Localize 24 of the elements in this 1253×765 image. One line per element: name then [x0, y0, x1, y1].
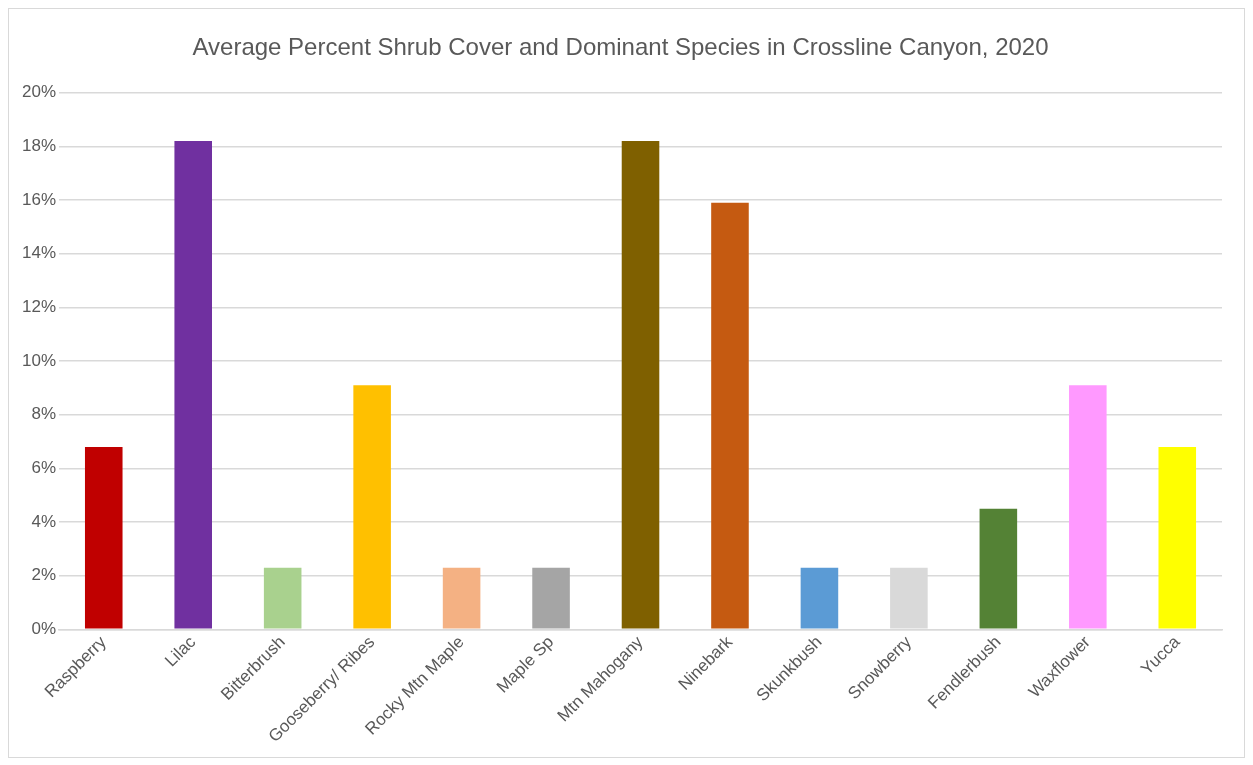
bar — [1158, 446, 1197, 629]
y-tick-label: 8% — [31, 404, 57, 424]
y-tick-label: 2% — [31, 565, 57, 585]
y-tick-label: 4% — [31, 511, 57, 531]
y-tick-label: 18% — [21, 136, 57, 156]
bar — [800, 567, 839, 629]
bar — [1069, 385, 1107, 629]
bar — [532, 567, 570, 629]
bar — [263, 567, 302, 629]
y-tick-label: 20% — [21, 82, 57, 102]
y-tick-label: 12% — [21, 297, 57, 317]
y-tick-label: 16% — [21, 189, 57, 209]
chart-title: Average Percent Shrub Cover and Dominant Species in Crossline Canyon, 2020 — [192, 33, 1049, 61]
y-tick-label: 6% — [31, 458, 57, 478]
bar — [353, 385, 391, 629]
bar — [979, 508, 1018, 629]
y-tick-label: 14% — [21, 243, 57, 263]
y-tick-label: 0% — [31, 619, 57, 639]
bar — [621, 141, 660, 629]
bar — [174, 141, 212, 629]
y-tick-label: 10% — [21, 350, 57, 370]
bar — [711, 202, 749, 629]
bar — [84, 446, 123, 629]
bar — [442, 567, 481, 629]
